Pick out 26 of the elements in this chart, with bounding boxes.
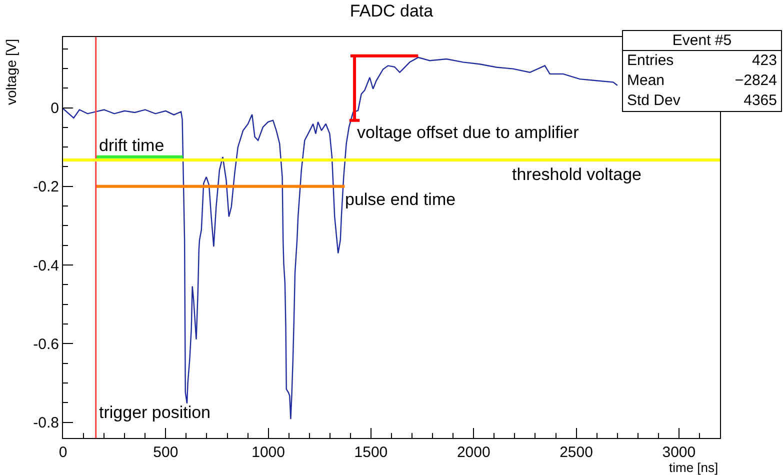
- x-tick-label: 500: [153, 444, 178, 461]
- x-axis-title: time [ns]: [669, 460, 718, 475]
- y-axis-title: voltage [V]: [3, 38, 19, 105]
- y-tick-label: -0.2: [33, 178, 59, 196]
- x-tick-label: 2500: [560, 444, 593, 461]
- annotation: Entries: [627, 51, 674, 71]
- annotation: Mean: [627, 71, 665, 91]
- annotation: Std Dev: [627, 91, 680, 111]
- y-tick-label: -0.4: [33, 257, 59, 274]
- y-tick-label: 0: [50, 100, 59, 118]
- x-tick-label: 1500: [354, 444, 388, 461]
- ref-line-label: threshold voltage: [512, 165, 642, 184]
- x-tick-label: 1000: [252, 444, 285, 461]
- text: 423: [752, 51, 777, 71]
- y-tick-label: -0.8: [33, 414, 59, 432]
- text: 4365: [744, 91, 777, 111]
- x-tick-label: 2000: [456, 444, 490, 461]
- ref-line-label: trigger position: [99, 403, 211, 422]
- series-label: voltage offset due to amplifier: [357, 123, 580, 142]
- annotation: Event #5: [623, 31, 781, 51]
- y-tick-label: -0.6: [33, 336, 59, 353]
- chart-title: FADC data: [350, 2, 434, 21]
- text: −2824: [734, 71, 777, 91]
- x-tick-label: 3000: [662, 444, 696, 461]
- series-label: pulse end time: [345, 190, 456, 209]
- series-label: drift time: [99, 136, 164, 155]
